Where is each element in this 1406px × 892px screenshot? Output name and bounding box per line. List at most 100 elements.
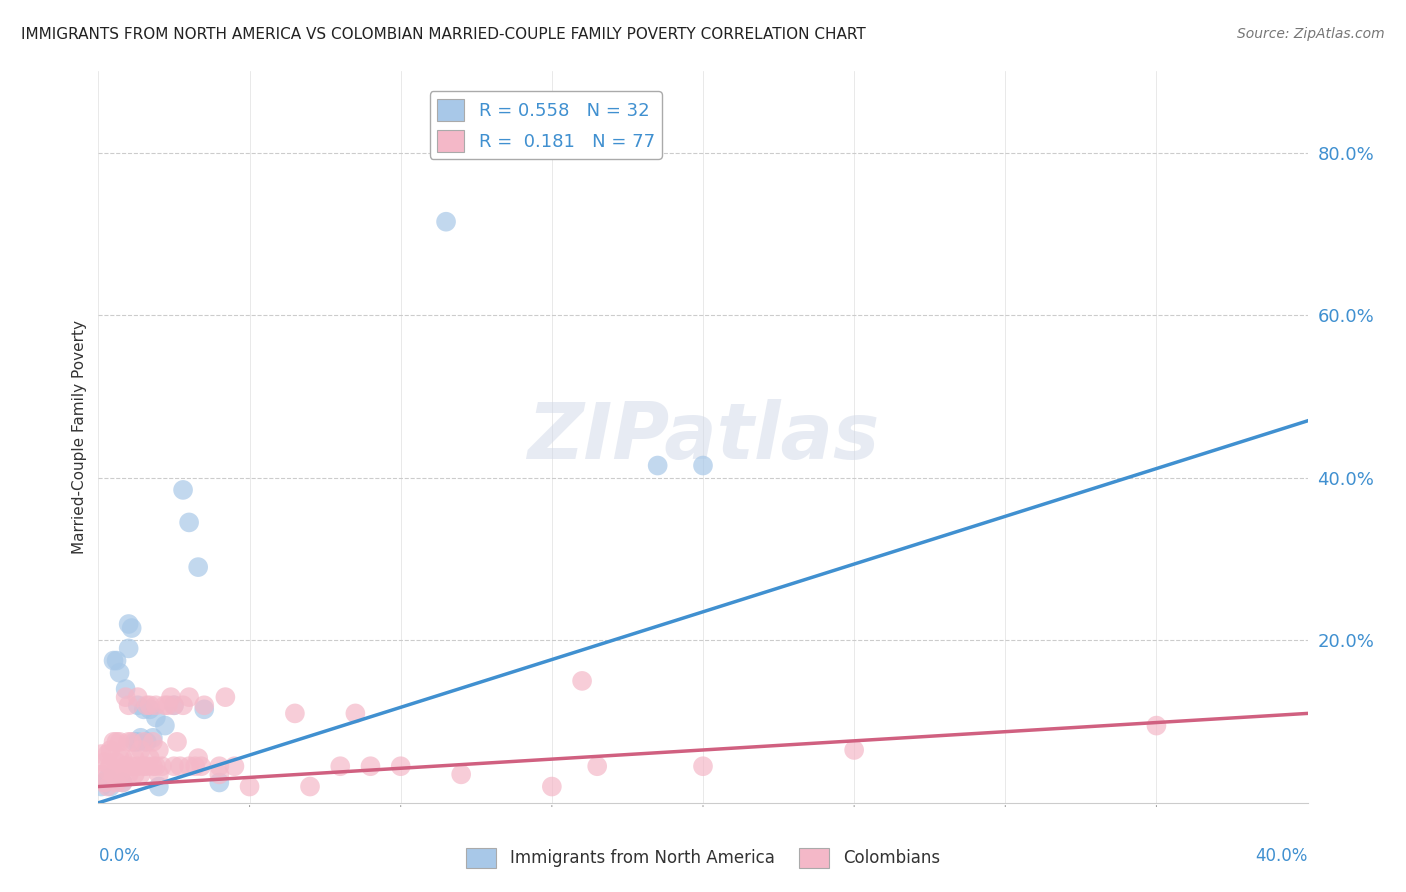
Point (208, 775, 231, 789)
Point (540, 780, 562, 794)
Point (105, 775, 128, 789)
Point (571, 673, 593, 688)
Y-axis label: Married-Couple Family Poverty: Married-Couple Family Poverty (72, 320, 87, 554)
Point (142, 735, 165, 749)
Point (148, 780, 170, 794)
Text: ZIPatlas: ZIPatlas (527, 399, 879, 475)
Point (190, 759, 212, 773)
Point (153, 698, 176, 713)
Point (96, 772, 118, 786)
Point (692, 759, 714, 773)
Point (450, 767, 472, 781)
Point (118, 698, 141, 713)
Point (145, 698, 167, 713)
Point (108, 751, 131, 765)
Point (108, 767, 131, 781)
Point (103, 654, 125, 668)
Point (100, 759, 122, 773)
Point (160, 690, 183, 705)
Point (121, 735, 143, 749)
Point (111, 775, 134, 789)
Point (1144, 718, 1167, 732)
Legend: Immigrants from North America, Colombians: Immigrants from North America, Colombian… (460, 841, 946, 875)
Point (96, 747, 118, 761)
Point (114, 681, 136, 696)
Point (129, 743, 152, 757)
Point (329, 759, 352, 773)
Point (118, 617, 141, 632)
Point (93, 755, 115, 769)
Point (148, 743, 170, 757)
Point (127, 690, 149, 705)
Point (121, 759, 143, 773)
Point (93, 775, 115, 789)
Point (239, 780, 262, 794)
Point (129, 731, 152, 745)
Point (93, 775, 115, 789)
Point (139, 698, 162, 713)
Point (193, 698, 215, 713)
Point (118, 767, 141, 781)
Point (145, 759, 167, 773)
Point (90, 747, 112, 761)
Point (103, 767, 125, 781)
Point (114, 690, 136, 705)
Point (166, 735, 188, 749)
Point (118, 735, 141, 749)
Point (193, 702, 215, 716)
Point (100, 780, 122, 794)
Point (127, 735, 149, 749)
Point (121, 621, 143, 635)
Point (142, 759, 165, 773)
Point (135, 735, 157, 749)
Text: 0.0%: 0.0% (98, 847, 141, 864)
Point (132, 735, 155, 749)
Point (214, 690, 236, 705)
Point (179, 690, 201, 705)
Point (111, 751, 134, 765)
Point (389, 759, 412, 773)
Point (148, 767, 170, 781)
Point (187, 751, 209, 765)
Point (105, 735, 128, 749)
Point (172, 698, 194, 713)
Point (108, 665, 131, 680)
Point (208, 767, 231, 781)
Point (179, 516, 201, 530)
Point (169, 759, 191, 773)
Text: Source: ZipAtlas.com: Source: ZipAtlas.com (1237, 27, 1385, 41)
Point (124, 735, 146, 749)
Point (100, 743, 122, 757)
Point (150, 759, 173, 773)
Point (344, 706, 367, 721)
Point (90, 767, 112, 781)
Point (127, 698, 149, 713)
Point (139, 751, 162, 765)
Point (127, 759, 149, 773)
Point (163, 698, 186, 713)
Point (360, 759, 382, 773)
Point (299, 780, 322, 794)
Point (105, 755, 128, 769)
Point (647, 458, 669, 473)
Point (586, 759, 609, 773)
Point (135, 698, 157, 713)
Point (132, 759, 155, 773)
Text: 40.0%: 40.0% (1256, 847, 1308, 864)
Point (208, 759, 231, 773)
Point (844, 743, 866, 757)
Point (90, 780, 112, 794)
Point (124, 767, 146, 781)
Point (111, 775, 134, 789)
Point (103, 735, 125, 749)
Point (163, 698, 186, 713)
Point (118, 641, 141, 656)
Point (142, 731, 165, 745)
Point (135, 759, 157, 773)
Point (156, 698, 179, 713)
Point (184, 759, 207, 773)
Point (114, 759, 136, 773)
Point (179, 759, 201, 773)
Legend: R = 0.558   N = 32, R =  0.181   N = 77: R = 0.558 N = 32, R = 0.181 N = 77 (430, 91, 662, 159)
Point (132, 702, 155, 716)
